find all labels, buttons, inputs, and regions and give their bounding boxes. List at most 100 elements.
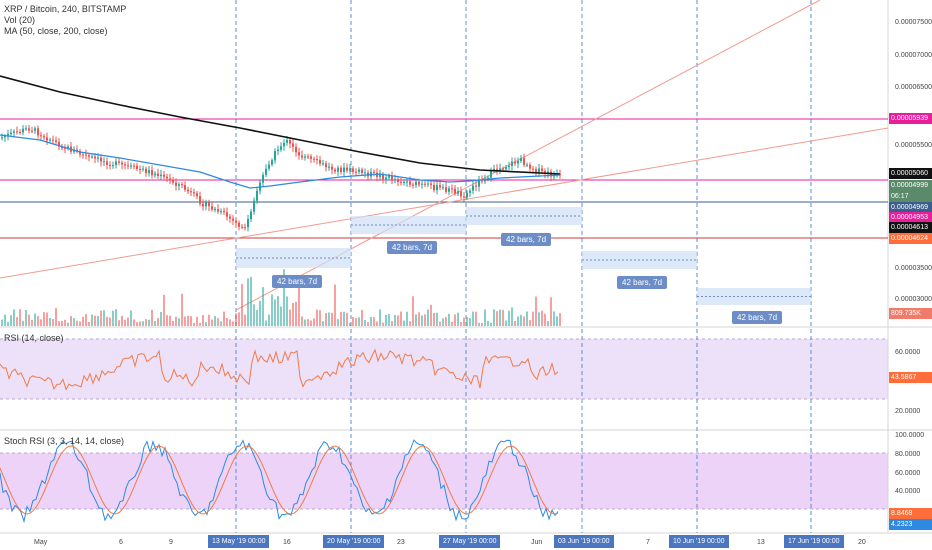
price-tag-blue-level: 0.00004969 (889, 202, 932, 213)
volume-bar (142, 321, 144, 326)
candle-body (511, 161, 513, 166)
symbol-title[interactable]: XRP / Bitcoin, 240, BITSTAMP (4, 4, 127, 14)
candle-body (85, 154, 87, 156)
candle-body (454, 188, 456, 194)
candle-body (472, 185, 474, 191)
candle-body (94, 156, 96, 159)
price-tag-pink-level: 0.00005939 (889, 113, 932, 124)
candle-body (325, 163, 327, 168)
candle-body (49, 139, 51, 141)
volume-bar (493, 309, 495, 326)
time-axis-label: 9 (169, 539, 173, 546)
price-axis-tick: 0.00007500 (895, 19, 932, 26)
candle-body (466, 192, 468, 198)
volume-bar (289, 309, 291, 326)
candle-body (487, 177, 489, 179)
volume-bar (298, 286, 300, 326)
volume-bar (187, 315, 189, 326)
volume-bar (85, 314, 87, 326)
candle-body (415, 181, 417, 186)
volume-bar (274, 299, 276, 326)
volume-bar (118, 320, 120, 326)
candle-body (178, 184, 180, 186)
candle-body (361, 169, 363, 173)
candle-body (67, 146, 69, 149)
volume-bar (211, 319, 213, 326)
candle-body (103, 161, 105, 163)
volume-bar (106, 316, 108, 326)
stoch-axis-tick: 60.0000 (895, 470, 921, 477)
volume-bar (316, 309, 318, 326)
volume-bar (337, 319, 339, 326)
volume-bar (163, 294, 165, 326)
volume-bar (19, 309, 21, 326)
rsi-pane-title[interactable]: RSI (14, close) (4, 333, 64, 343)
candle-body (433, 184, 435, 191)
candle-body (202, 203, 204, 207)
date-range-label[interactable]: 42 bars, 7d (617, 276, 668, 289)
volume-bar (331, 312, 333, 326)
volume-bar (250, 276, 252, 326)
volume-bar (67, 322, 69, 326)
rsi-line (0, 348, 559, 391)
volume-bar (103, 310, 105, 326)
candle-body (385, 177, 387, 180)
volume-bar (550, 297, 552, 326)
stoch-d-tag: 4.2323 (889, 519, 932, 530)
rsi-overbought-band (0, 339, 888, 399)
volume-bar (454, 314, 456, 326)
candle-body (115, 161, 117, 166)
candle-body (520, 158, 522, 162)
volume-bar (262, 287, 264, 326)
volume-bar (256, 310, 258, 326)
volume-bar (10, 315, 12, 326)
candle-body (151, 170, 153, 176)
date-range-label[interactable]: 42 bars, 7d (272, 275, 323, 288)
candle-body (406, 181, 408, 183)
candle-body (250, 211, 252, 220)
ma-indicator-label[interactable]: MA (50, close, 200, close) (4, 26, 108, 36)
volume-bar (292, 302, 294, 326)
stoch-rsi-pane-title[interactable]: Stoch RSI (3, 3, 14, 14, close) (4, 436, 125, 446)
candle-body (412, 184, 414, 186)
candle-body (358, 169, 360, 172)
candle-body (526, 164, 528, 166)
volume-indicator-label[interactable]: Vol (20) (4, 15, 36, 25)
candle-body (265, 168, 267, 175)
volume-bar (394, 315, 396, 326)
volume-bar (535, 296, 537, 326)
candle-body (283, 142, 285, 147)
candle-body (451, 188, 453, 190)
candle-body (166, 176, 168, 179)
candle-body (337, 167, 339, 172)
volume-bar (484, 309, 486, 326)
volume-bar (49, 317, 51, 326)
candle-body (508, 165, 510, 168)
stoch-axis-tick: 40.0000 (895, 488, 921, 495)
candle-body (79, 151, 81, 155)
volume-bar (97, 316, 99, 326)
candle-body (52, 139, 54, 141)
candle-body (181, 184, 183, 186)
volume-bar (82, 316, 84, 326)
volume-bar (388, 314, 390, 326)
volume-bar (157, 318, 159, 326)
rsi-axis-tick: 20.0000 (895, 408, 921, 415)
candle-body (424, 183, 426, 185)
candle-body (175, 182, 177, 186)
candle-body (490, 170, 492, 178)
date-range-label[interactable]: 42 bars, 7d (732, 311, 783, 324)
date-range-label[interactable]: 42 bars, 7d (387, 241, 438, 254)
candle-body (118, 161, 120, 163)
candle-body (559, 174, 561, 176)
candle-body (106, 161, 108, 165)
volume-bar (205, 322, 207, 326)
volume-bar (229, 319, 231, 326)
time-axis-label: 6 (119, 539, 123, 546)
volume-bar (358, 317, 360, 326)
candle-body (205, 202, 207, 207)
date-range-label[interactable]: 42 bars, 7d (501, 233, 552, 246)
volume-bar (286, 296, 288, 326)
